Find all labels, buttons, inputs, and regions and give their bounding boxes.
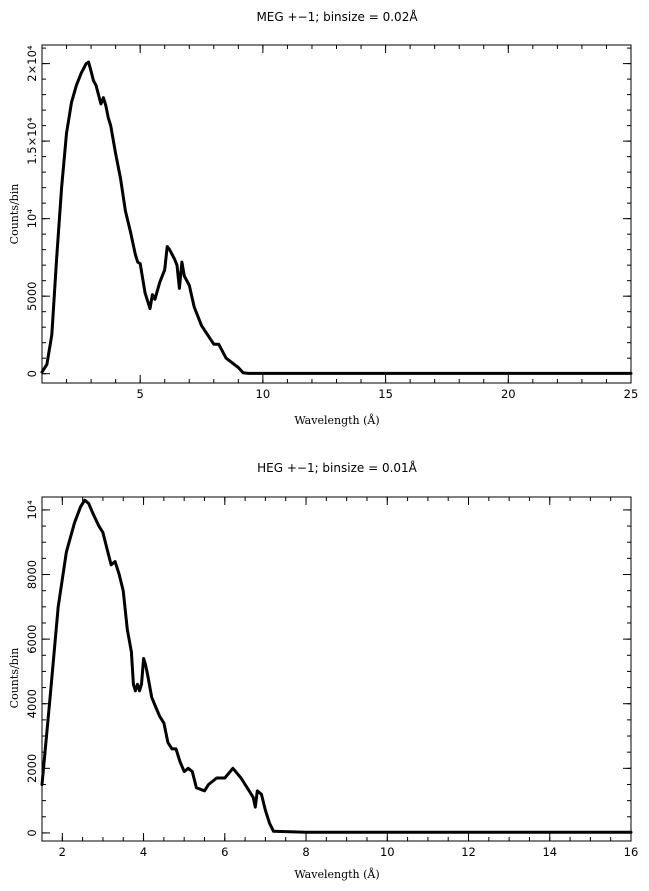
y-tick-label: 2000 [25, 754, 39, 783]
y-axis-label: Counts/bin [8, 648, 21, 709]
axis-ticks [41, 497, 632, 841]
y-tick-label: 1.5×10⁴ [25, 117, 39, 165]
x-tick-label: 15 [378, 387, 393, 401]
plot-frame [41, 44, 632, 384]
axis-tick-labels: 5 10 15 20 25 0 5000 10⁴ 1.5×10⁴ 2×10⁴ [25, 45, 638, 401]
y-tick-label: 8000 [25, 560, 39, 589]
x-tick-label: 25 [624, 387, 639, 401]
x-tick-label: 6 [221, 845, 228, 859]
y-tick-label: 4000 [25, 689, 39, 718]
heg-series-line [40, 498, 633, 834]
x-tick-label: 4 [140, 845, 147, 859]
heg-chart-panel: HEG +−1; binsize = 0.01Å 2 4 6 8 10 12 14 16 0 20… [8, 460, 638, 881]
y-tick-label: 10⁴ [25, 500, 39, 520]
y-tick-label: 2×10⁴ [25, 45, 39, 82]
meg-series-line [40, 60, 633, 375]
meg-chart-panel: MEG +−1; binsize = 0.02Å 5 10 15 20 25 0 5000 1… [8, 9, 638, 427]
x-tick-label: 20 [501, 387, 516, 401]
y-tick-label: 10⁴ [25, 209, 39, 229]
x-tick-label: 10 [256, 387, 271, 401]
y-tick-label: 6000 [25, 624, 39, 653]
x-tick-label: 8 [302, 845, 309, 859]
plot-frame [41, 496, 632, 842]
x-tick-label: 16 [624, 845, 639, 859]
y-tick-label: 0 [25, 829, 39, 836]
chart-title: MEG +−1; binsize = 0.02Å [256, 9, 418, 24]
y-axis-label: Counts/bin [8, 184, 21, 245]
axis-tick-labels: 2 4 6 8 10 12 14 16 0 2000 4000 6000 8000 10⁴ [25, 500, 638, 859]
x-axis-label: Wavelength (Å) [294, 867, 379, 881]
y-tick-label: 0 [25, 370, 39, 377]
y-tick-label: 5000 [25, 282, 39, 311]
axis-ticks [41, 45, 632, 383]
x-tick-label: 14 [542, 845, 557, 859]
x-tick-label: 10 [380, 845, 395, 859]
x-tick-label: 12 [461, 845, 476, 859]
x-tick-label: 5 [137, 387, 144, 401]
x-axis-label: Wavelength (Å) [294, 413, 379, 427]
chart-title: HEG +−1; binsize = 0.01Å [257, 460, 418, 475]
x-tick-label: 2 [59, 845, 66, 859]
